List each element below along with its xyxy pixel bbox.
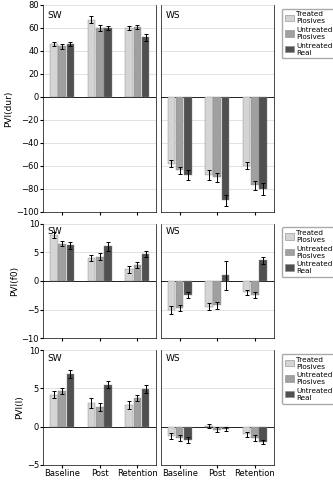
Text: WS: WS	[166, 227, 180, 236]
Bar	[184, 281, 192, 295]
Bar	[96, 28, 104, 97]
Bar	[205, 281, 213, 307]
Bar	[88, 20, 95, 97]
Bar	[125, 270, 133, 281]
Bar	[184, 97, 192, 175]
Bar	[88, 258, 95, 281]
Text: SW: SW	[48, 354, 62, 362]
Bar	[96, 257, 104, 281]
Bar	[222, 97, 229, 200]
Legend: Treated
Plosives, Untreated
Plosives, Untreated
Real: Treated Plosives, Untreated Plosives, Un…	[282, 227, 333, 277]
Bar	[142, 37, 150, 97]
Bar	[259, 260, 267, 281]
Bar	[134, 398, 141, 426]
Bar	[58, 46, 66, 97]
Bar	[67, 246, 74, 281]
Bar	[67, 374, 74, 426]
Bar	[176, 97, 183, 170]
Bar	[213, 426, 221, 430]
Bar	[184, 426, 192, 440]
Bar	[176, 281, 183, 308]
Bar	[167, 281, 175, 310]
Bar	[222, 426, 229, 429]
Bar	[222, 275, 229, 281]
Y-axis label: PVI(f0): PVI(f0)	[10, 266, 19, 296]
Bar	[50, 235, 58, 281]
Bar	[125, 405, 133, 426]
Bar	[50, 394, 58, 426]
Legend: Treated
Plosives, Untreated
Plosives, Untreated
Real: Treated Plosives, Untreated Plosives, Un…	[282, 354, 333, 404]
Bar	[251, 97, 259, 186]
Bar	[167, 97, 175, 164]
Bar	[243, 281, 250, 292]
Bar	[243, 97, 250, 166]
Bar	[58, 244, 66, 281]
Bar	[58, 390, 66, 426]
Bar	[142, 254, 150, 281]
Text: SW: SW	[48, 227, 62, 236]
Bar	[259, 97, 267, 189]
Bar	[67, 44, 74, 97]
Bar	[251, 426, 259, 438]
Bar	[142, 389, 150, 426]
Bar	[213, 281, 221, 305]
Bar	[259, 426, 267, 442]
Bar	[176, 426, 183, 438]
Text: WS: WS	[166, 11, 180, 20]
Bar	[104, 384, 112, 426]
Bar	[104, 246, 112, 281]
Bar	[125, 28, 133, 97]
Y-axis label: PVI(I): PVI(I)	[15, 396, 24, 419]
Bar	[104, 28, 112, 97]
Bar	[134, 27, 141, 97]
Bar	[205, 97, 213, 175]
Text: SW: SW	[48, 11, 62, 20]
Bar	[213, 97, 221, 178]
Bar	[251, 281, 259, 295]
Legend: Treated
Plosives, Untreated
Plosives, Untreated
Real: Treated Plosives, Untreated Plosives, Un…	[282, 8, 333, 58]
Bar	[96, 407, 104, 426]
Text: WS: WS	[166, 354, 180, 362]
Bar	[243, 426, 250, 434]
Bar	[50, 44, 58, 97]
Bar	[167, 426, 175, 436]
Bar	[88, 403, 95, 426]
Y-axis label: PVI(dur): PVI(dur)	[5, 90, 14, 126]
Bar	[134, 265, 141, 281]
